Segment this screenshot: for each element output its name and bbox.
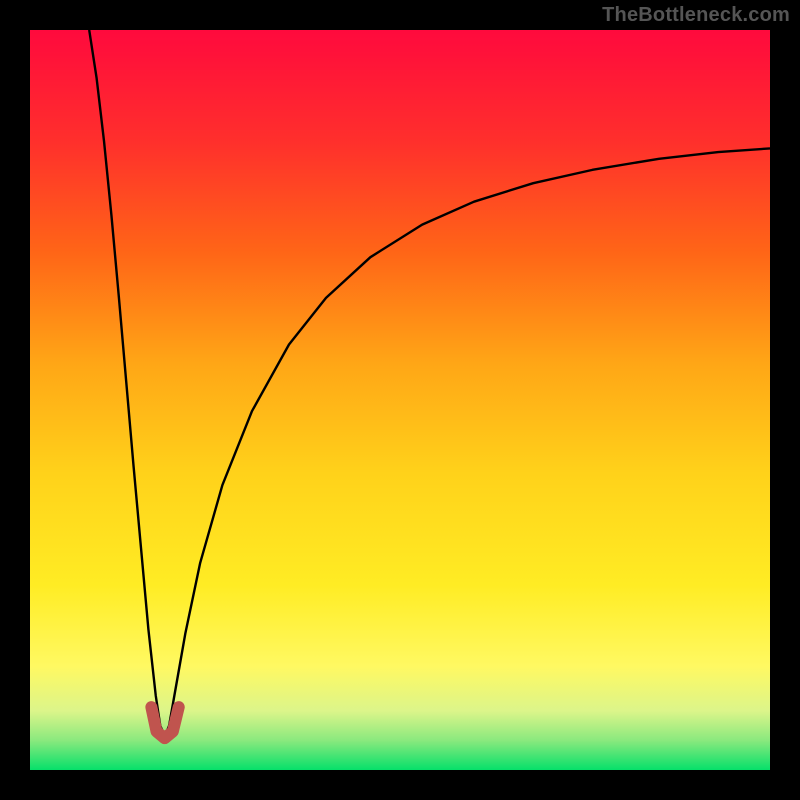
chart-container: TheBottleneck.com bbox=[0, 0, 800, 800]
bottleneck-chart bbox=[0, 0, 800, 800]
frame-right bbox=[770, 0, 800, 800]
watermark-text: TheBottleneck.com bbox=[602, 4, 790, 27]
plot-background bbox=[30, 30, 770, 770]
frame-bottom bbox=[0, 770, 800, 800]
frame-left bbox=[0, 0, 30, 800]
